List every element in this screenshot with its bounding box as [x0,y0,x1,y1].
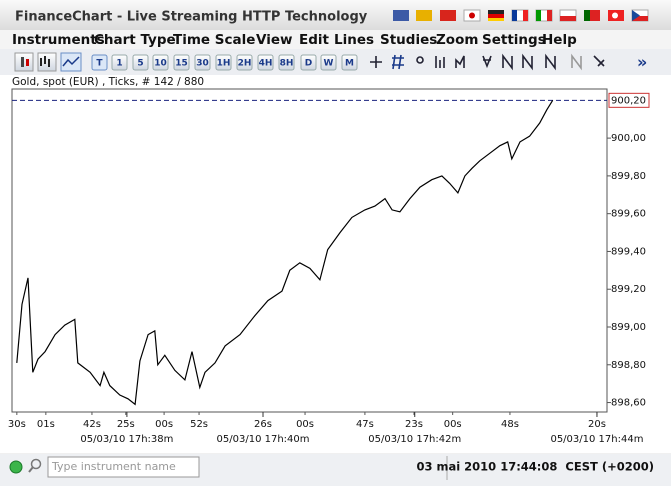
y-tick-label: 899,80 [611,171,646,182]
flags [393,9,649,22]
status-datetime: 03 mai 2010 17:44:08 CEST (+0200) [416,460,654,474]
x-tick-label: 00s [296,419,314,430]
timescale-button[interactable] [341,54,358,71]
x-tick-label: 52s [190,419,208,430]
timescale-label: 1 [116,59,122,69]
x-major-tick-label: 05/03/10 17h:40m [217,434,310,445]
menu-item[interactable]: Lines [334,32,374,48]
x-tick-label: 47s [356,419,374,430]
timescale-label: D [305,59,312,69]
x-tick-label: 30s [8,419,26,430]
last-value-box [608,92,650,108]
x-tick-label: 01s [37,419,55,430]
menu-item[interactable]: Edit [299,32,330,48]
timescale-button[interactable] [320,54,337,71]
menu-item[interactable]: Instruments [12,32,105,48]
timescale-button[interactable] [173,54,190,71]
timescale-button[interactable] [215,54,232,71]
timescale-label: M [345,59,354,69]
price-line [16,99,554,406]
toolbar-overflow[interactable]: » [637,53,647,72]
x-major-tick-label: 05/03/10 17h:42m [368,434,461,445]
x-tick-label: 23s [405,419,423,430]
timescale-button[interactable] [132,54,149,71]
x-tick-label: 25s [117,419,135,430]
timescale-button[interactable] [278,54,295,71]
menu-item[interactable]: Chart Type [94,32,176,48]
x-tick-label: 48s [501,419,519,430]
x-tick-label: 00s [155,419,173,430]
x-tick-label: 26s [254,419,272,430]
window-title: FinanceChart - Live Streaming HTTP Techn… [15,10,368,25]
menu-item[interactable]: Time Scale [173,32,255,48]
timescale-label: 15 [175,59,188,69]
timescale-button[interactable] [111,54,128,71]
timescale-button[interactable] [236,54,253,71]
timescale-label: 4H [259,59,273,69]
menu-item[interactable]: Help [542,32,577,48]
timescale-label: W [324,59,334,69]
timescale-label: 8H [280,59,294,69]
plot-frame [11,88,608,413]
search-placeholder: Type instrument name [51,460,176,473]
timescale-button[interactable] [300,54,317,71]
menu-item[interactable]: Settings [482,32,546,48]
y-tick-label: 899,40 [611,246,646,257]
last-value-label: 900,20 [611,95,646,106]
x-major-tick-label: 05/03/10 17h:44m [550,434,643,445]
x-tick-label: 20s [588,419,606,430]
chart-type-icons [14,52,82,72]
timescale-label: T [96,59,103,69]
timescale-button[interactable] [257,54,274,71]
chart-title: Gold, spot (EUR) , Ticks, # 142 / 880 [12,76,204,88]
y-tick-label: 899,00 [611,322,646,333]
y-tick-label: 898,60 [611,398,646,409]
x-tick-label: 00s [444,419,462,430]
search-input[interactable] [47,456,200,478]
menu-item[interactable]: Zoom [436,32,478,48]
timescale-button[interactable] [194,54,211,71]
timescale-label: 10 [154,59,167,69]
timescale-label: 5 [137,59,143,69]
timescale-button[interactable] [152,54,169,71]
menu-item[interactable]: View [256,32,292,48]
y-tick-label: 900,00 [611,133,646,144]
menu-bar [0,30,671,49]
y-tick-label: 899,20 [611,284,646,295]
y-tick-label: 898,80 [611,360,646,371]
menu-item[interactable]: Studies [380,32,437,48]
timescale-label: 2H [238,59,252,69]
y-tick-label: 899,60 [611,209,646,220]
tool-icons [370,53,605,71]
x-tick-label: 42s [83,419,101,430]
title-bar [0,0,671,30]
connection-indicator [9,460,23,474]
x-major-tick-label: 05/03/10 17h:38m [80,434,173,445]
timescale-label: 1H [217,59,231,69]
timescale-button[interactable] [91,54,108,71]
search-icon [30,458,42,470]
timescale-label: 30 [196,59,209,69]
